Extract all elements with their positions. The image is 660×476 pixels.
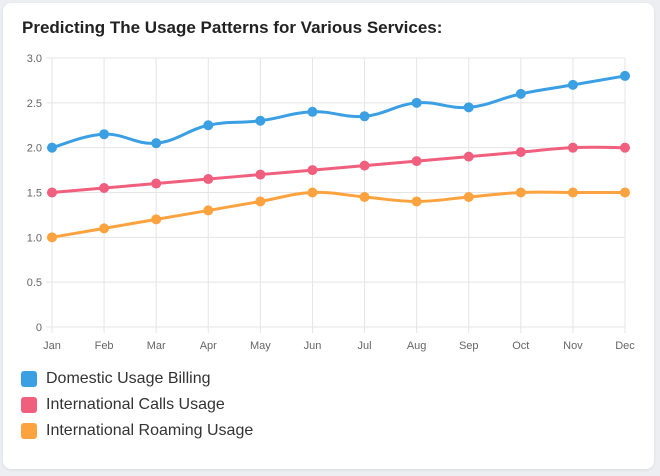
y-tick-label: 0.5 [27,277,42,289]
data-point[interactable] [567,142,578,153]
data-point[interactable] [47,187,57,198]
data-point[interactable] [515,187,526,198]
series-1 [47,70,630,153]
x-tick-label: Sep [459,340,479,352]
data-point[interactable] [307,165,318,176]
data-point[interactable] [463,102,474,113]
chart-card [3,3,654,469]
data-point[interactable] [463,151,474,162]
series-lines [47,70,630,243]
x-tick-label: Apr [200,340,217,352]
data-point[interactable] [255,169,266,180]
data-point[interactable] [359,160,370,171]
x-tick-label: Jun [304,340,322,352]
y-tick-label: 0 [36,322,42,334]
data-point[interactable] [411,196,422,207]
data-point[interactable] [255,196,266,207]
chart-title: Predicting The Usage Patterns for Variou… [22,18,443,37]
data-point[interactable] [359,111,370,122]
data-point[interactable] [99,223,110,234]
data-point[interactable] [151,178,162,189]
axis-labels: 0 0.5 1.0 1.5 2.0 2.5 3.0 Jan Feb Mar Apr May Jun Jul… [27,53,636,352]
x-tick-label: May [250,340,271,352]
series-line [51,74,626,150]
y-tick-label: 2.0 [27,143,42,155]
data-point[interactable] [47,142,57,153]
legend-label: Domestic Usage Billing [46,370,211,387]
legend-swatch [21,423,37,439]
x-tick-label: Jul [358,340,372,352]
y-tick-label: 3.0 [27,53,42,65]
data-point[interactable] [151,138,162,149]
series-line [51,190,625,239]
data-point[interactable] [620,187,630,198]
x-tick-label: Mar [147,340,166,352]
data-point[interactable] [203,174,214,185]
x-tick-label: Dec [615,340,635,352]
legend-swatch [21,371,37,387]
data-point[interactable] [359,191,370,202]
series-2 [47,142,630,198]
legend-item[interactable]: International Calls Usage [21,392,253,418]
legend-item[interactable]: International Roaming Usage [21,418,253,444]
chart-legend: Domestic Usage Billing International Call… [21,366,253,444]
data-point[interactable] [307,187,318,198]
x-tick-label: Feb [95,340,114,352]
x-tick-label: Aug [407,340,427,352]
data-point[interactable] [567,187,578,198]
data-point[interactable] [411,97,422,108]
data-point[interactable] [151,214,162,225]
x-tick-label: Oct [512,340,529,352]
data-point[interactable] [203,120,214,131]
data-point[interactable] [47,232,57,243]
x-tick-label: Nov [563,340,583,352]
data-point[interactable] [203,205,214,216]
y-tick-label: 2.5 [27,98,42,110]
data-point[interactable] [307,106,318,117]
legend-item[interactable]: Domestic Usage Billing [21,366,253,392]
series-line [51,145,626,194]
data-point[interactable] [567,79,578,90]
data-point[interactable] [620,70,630,81]
legend-label: International Calls Usage [46,396,225,413]
legend-swatch [21,397,37,413]
y-tick-label: 1.5 [27,188,42,200]
data-point[interactable] [99,129,110,140]
data-point[interactable] [255,115,266,126]
data-point[interactable] [620,142,630,153]
legend-label: International Roaming Usage [46,422,254,439]
data-point[interactable] [99,183,110,194]
y-tick-label: 1.0 [27,232,42,244]
data-point[interactable] [515,88,526,99]
data-point[interactable] [463,191,474,202]
x-tick-label: Jan [43,340,61,352]
data-point[interactable] [515,147,526,158]
data-point[interactable] [411,156,422,167]
grid-lines [46,57,626,333]
series-3 [47,187,630,243]
